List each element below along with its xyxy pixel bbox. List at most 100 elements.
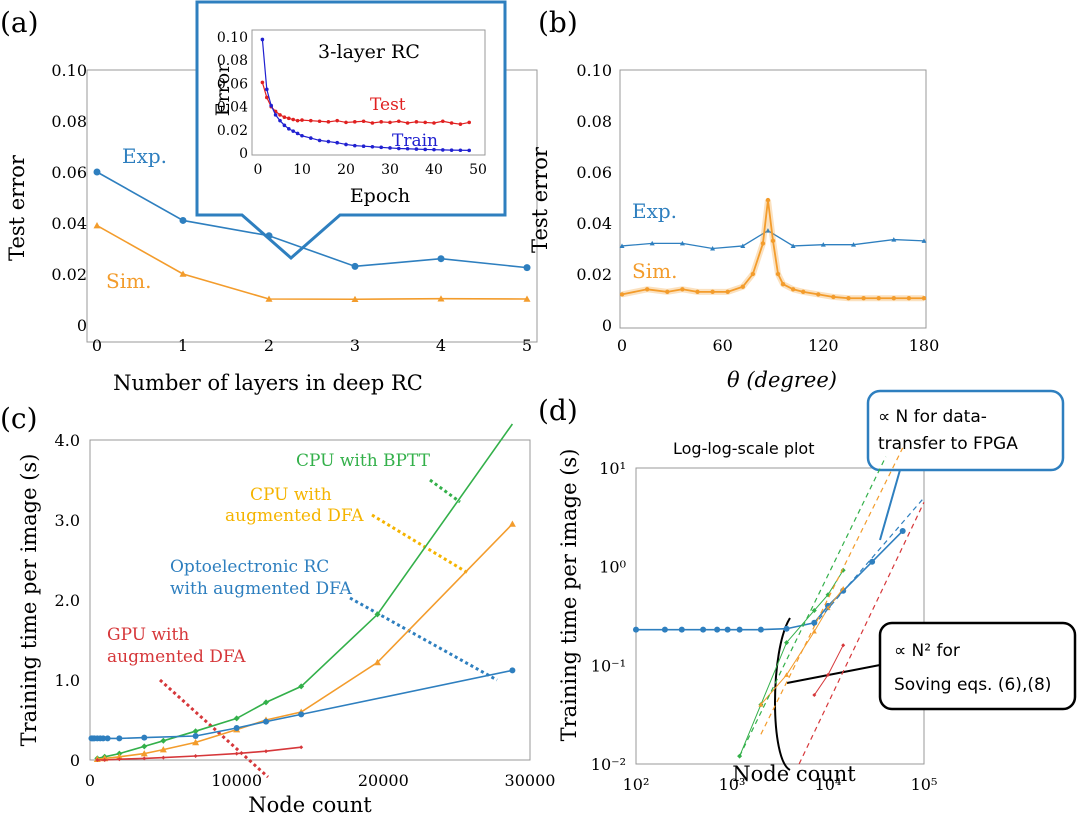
a-sim-point	[437, 295, 445, 302]
d-opto-point	[714, 626, 721, 633]
c-label-cpu-2: augmented DFA	[225, 506, 364, 526]
inset-test-point	[458, 122, 463, 126]
inset-test-point	[441, 119, 445, 124]
inset-plot-frame	[251, 29, 486, 156]
b-sim-point	[780, 282, 786, 287]
inset-xtick-label: 30	[381, 162, 399, 178]
b-exp-point	[649, 240, 655, 246]
d-opto-point	[736, 626, 743, 633]
c-label-opto-2: with augmented DFA	[170, 579, 352, 599]
d-annotation-2-line-1: ∝ N² for	[894, 641, 960, 661]
a-exp-point	[523, 264, 531, 272]
d-fit-bptt	[739, 456, 887, 757]
b-sim-point	[765, 197, 771, 203]
inset-test-point	[282, 115, 287, 119]
b-sim-point	[801, 289, 806, 295]
c-gpu-point	[193, 754, 198, 758]
a-exp-label: Exp.	[122, 144, 167, 168]
inset-test-point	[317, 119, 322, 124]
d-annotation-1-line-1: ∝ N for data-	[878, 407, 987, 427]
inset-train-point	[278, 118, 282, 123]
d-opto-point	[869, 558, 876, 565]
a-sim-point	[93, 222, 101, 229]
c-bptt-point	[263, 699, 269, 706]
c-cpu-dfa-point	[115, 753, 123, 760]
inset-train-point	[344, 142, 348, 147]
c-bptt-point	[374, 611, 381, 618]
b-sim-point	[750, 271, 756, 277]
d-annotation-2-line-2: Soving eqs. (6),(8)	[894, 675, 1051, 695]
c-opto-line	[91, 669, 513, 740]
inset-train-point	[388, 146, 392, 150]
panel-label-d: (d)	[538, 394, 578, 427]
c-opto-point	[509, 667, 516, 674]
a-sim-point	[523, 295, 531, 302]
c-bptt-point	[298, 683, 305, 690]
a-sim-label: Sim.	[106, 269, 151, 293]
b-sim-point	[921, 296, 927, 301]
inset-test-point	[291, 117, 296, 122]
a-xtick-label: 1	[178, 336, 188, 355]
c-opto-point	[100, 735, 107, 742]
c-cpu-dfa-point	[159, 746, 167, 753]
inset-train-point	[458, 148, 463, 153]
c-pointer-cpu	[371, 513, 469, 575]
b-ytick-label: 0.06	[576, 163, 612, 182]
d-annotation-box-1	[866, 389, 1065, 472]
c-label-opto-1: Optoelectronic RC	[170, 557, 329, 577]
b-ytick-label: 0.04	[576, 214, 612, 233]
d-ytick-label: 10⁻¹	[591, 656, 626, 675]
c-gpu-point	[102, 758, 107, 762]
d-xtick-label: 10⁵	[911, 775, 938, 794]
b-sim-point	[710, 289, 715, 295]
c-opto-point	[116, 735, 123, 742]
b-ytick-label: 0.10	[576, 61, 612, 80]
d-ytick-label: 10⁰	[599, 558, 626, 577]
inset-test-point	[287, 116, 291, 121]
a-ytick-label: 0	[77, 316, 87, 335]
b-ylabel: Test error	[528, 146, 552, 253]
b-exp-point	[710, 246, 716, 251]
c-ylabel: Training time per image (s)	[17, 454, 41, 747]
inset-test-point	[467, 120, 472, 125]
d-bptt-point	[784, 640, 790, 646]
b-sim-point	[725, 289, 730, 295]
b-xtick-label: 180	[909, 336, 940, 355]
b-sim-point	[861, 296, 866, 301]
c-xtick-label: 0	[85, 771, 95, 790]
b-exp-point	[765, 228, 771, 233]
b-sim-line	[621, 199, 924, 300]
inset-train-point	[287, 127, 291, 131]
d-annotation-1-line-2: transfer to FPGA	[878, 434, 1018, 454]
b-sim-point	[740, 284, 745, 289]
inset-train-point	[379, 145, 384, 150]
a-sim-line	[96, 224, 528, 301]
inset-train-point	[467, 148, 472, 153]
b-exp-point	[619, 243, 625, 248]
c-xtick-label: 30000	[505, 771, 556, 790]
a-xtick-label: 5	[522, 336, 532, 355]
inset-train-point	[335, 140, 340, 145]
c-opto-point	[263, 718, 269, 725]
b-sim-point	[644, 287, 650, 292]
inset-train-point	[441, 148, 445, 152]
d-cpu-dfa-point	[784, 672, 790, 677]
d-xlabel: Node count	[732, 762, 856, 786]
c-xtick-label: 20000	[358, 771, 409, 790]
d-opto-point	[678, 626, 685, 633]
data-marks: 0 1 2 3 4 500.020.040.060.080.100 10 20 30 40 5000…	[51, 30, 939, 794]
c-gpu-point	[95, 758, 100, 762]
inset-test-point	[295, 118, 300, 123]
b-exp-point	[851, 242, 857, 247]
a-exp-point	[93, 168, 101, 176]
b-sim-point	[831, 294, 836, 300]
panel-b-frame	[619, 69, 927, 329]
d-cpu-dfa-point	[758, 702, 764, 707]
c-cpu-dfa-point	[140, 750, 148, 757]
c-label-gpu-2: augmented DFA	[107, 647, 246, 667]
a-sim-point	[265, 295, 273, 302]
a-exp-point	[351, 262, 359, 270]
b-sim-point	[665, 289, 670, 295]
inset-test-point	[300, 118, 304, 122]
a-ytick-label: 0.10	[51, 61, 87, 80]
